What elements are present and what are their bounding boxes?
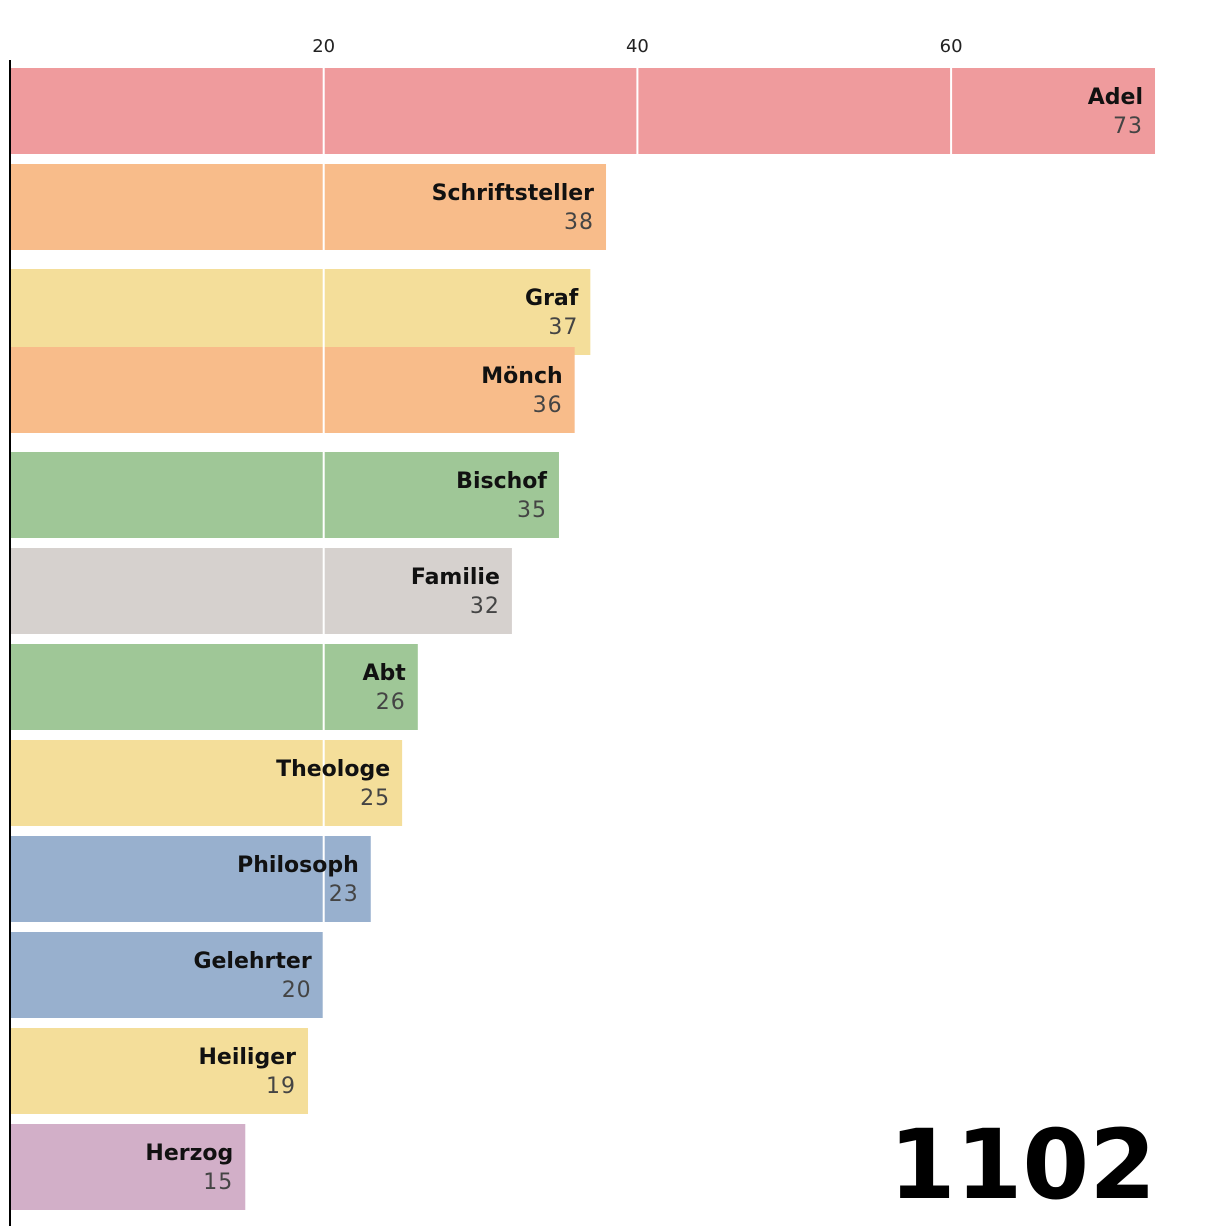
bar-value-philosoph: 23 — [329, 882, 359, 907]
bar-label-m-nch: Mönch — [481, 364, 562, 389]
bar-abt — [10, 644, 418, 730]
bar-label-graf: Graf — [525, 286, 579, 311]
gridlines-group — [322, 60, 953, 1226]
bar-label-heiliger: Heiliger — [199, 1045, 297, 1070]
bar-schriftsteller — [10, 164, 607, 250]
bar-value-adel: 73 — [1113, 114, 1143, 139]
bar-familie — [10, 548, 512, 634]
bar-value-gelehrter: 20 — [282, 978, 312, 1003]
bar-value-m-nch: 36 — [533, 393, 563, 418]
labels-group: Adel 73 Schriftsteller 38 Graf 37 Mönch 36 Bisch… — [145, 85, 1143, 1195]
bar-label-theologe: Theologe — [276, 757, 390, 782]
bar-graf — [10, 269, 591, 355]
bar-value-theologe: 25 — [360, 786, 390, 811]
bar-value-graf: 37 — [548, 315, 578, 340]
bar-theologe — [10, 740, 403, 826]
bar-gelehrter — [10, 932, 324, 1018]
bar-value-herzog: 15 — [203, 1170, 233, 1195]
bar-label-abt: Abt — [363, 661, 407, 686]
bar-label-herzog: Herzog — [145, 1141, 233, 1166]
bar-label-familie: Familie — [411, 565, 500, 590]
bar-label-adel: Adel — [1088, 85, 1143, 110]
x-tick-label-40: 40 — [626, 36, 649, 57]
x-axis: 20 40 60 — [9, 36, 963, 1226]
bar-label-bischof: Bischof — [456, 469, 547, 494]
bar-herzog — [10, 1124, 246, 1210]
bar-value-heiliger: 19 — [266, 1074, 296, 1099]
bar-value-bischof: 35 — [517, 498, 547, 523]
bar-label-schriftsteller: Schriftsteller — [432, 181, 595, 206]
bar-adel — [10, 68, 1156, 154]
x-tick-label-60: 60 — [940, 36, 963, 57]
bar-heiliger — [10, 1028, 309, 1114]
bar-label-philosoph: Philosoph — [237, 853, 359, 878]
bar-value-schriftsteller: 38 — [564, 210, 594, 235]
bar-value-abt: 26 — [376, 690, 406, 715]
bar-philosoph — [10, 836, 371, 922]
bar-m-nch — [10, 347, 575, 433]
bar-value-familie: 32 — [470, 594, 500, 619]
x-tick-label-20: 20 — [312, 36, 335, 57]
bar-bischof — [10, 452, 559, 538]
bars-group — [10, 68, 1156, 1210]
bar-label-gelehrter: Gelehrter — [193, 949, 311, 974]
year-label: 1102 — [889, 1109, 1156, 1221]
